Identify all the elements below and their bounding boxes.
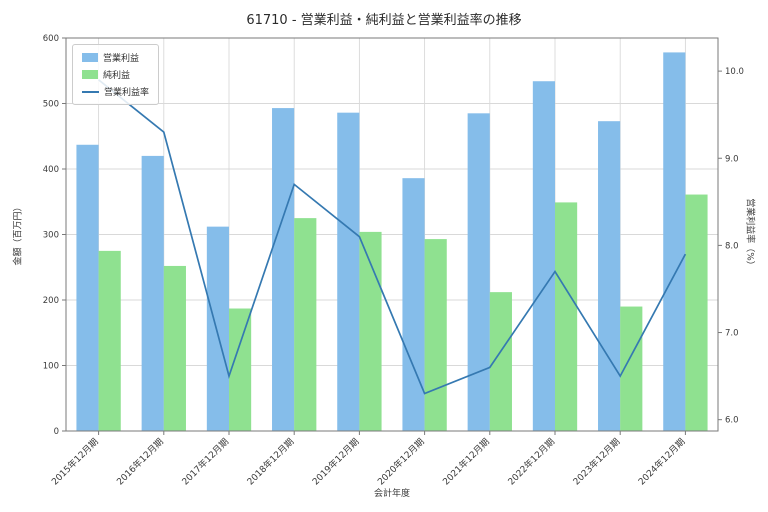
legend-swatch-operating-profit [82,53,98,62]
y-tick-label-left: 0 [54,427,59,437]
y-tick-label-left: 600 [43,34,59,44]
bar-series-0 [272,108,295,432]
y-tick-label-left: 300 [43,231,59,241]
bar-series-1 [229,308,252,431]
legend: 営業利益 純利益 営業利益率 [72,44,160,105]
y-tick-label-right: 9.0 [725,154,739,164]
legend-item-net-profit: 純利益 [82,68,149,81]
bar-series-1 [555,202,578,431]
x-tick-label: 2015年12月期 [49,436,101,488]
y-tick-label-right: 7.0 [725,329,739,339]
x-tick-label: 2021年12月期 [440,436,492,488]
bar-series-0 [663,52,686,431]
bar-series-1 [98,250,121,431]
x-tick-label: 2022年12月期 [505,436,557,488]
bar-series-0 [337,112,360,432]
bar-series-1 [294,218,317,431]
bar-series-1 [489,292,512,431]
legend-label-operating-profit: 営業利益 [103,54,140,64]
legend-swatch-operating-margin [82,90,99,93]
legend-label-operating-margin: 営業利益率 [104,88,150,98]
x-axis-label: 会計年度 [373,489,411,499]
legend-item-operating-profit: 営業利益 [82,51,149,64]
bar-series-0 [402,178,425,431]
line-series [98,79,687,395]
y-tick-label-right: 6.0 [725,416,739,426]
x-tick-label: 2017年12月期 [179,436,231,488]
bar-series-0 [598,121,621,431]
bar-series-0 [206,226,229,431]
bar-series-0 [141,155,164,431]
bar-series-1 [424,239,447,431]
legend-label-net-profit: 純利益 [103,71,131,81]
y-axis-label-right: 営業利益率（%） [744,198,755,270]
bar-series-0 [76,144,99,431]
x-tick-label: 2024年12月期 [636,436,688,488]
legend-item-operating-margin: 営業利益率 [82,85,149,98]
y-axis-label-left: 金額（百万円） [13,202,24,266]
bar-series-1 [163,265,186,431]
bar-series-0 [532,81,555,431]
y-tick-label-right: 10.0 [725,67,744,77]
chart-title: 61710 - 営業利益・純利益と営業利益率の推移 [246,13,522,28]
y-tick-label-left: 200 [43,296,59,306]
x-tick-label: 2019年12月期 [310,436,362,488]
x-tick-label: 2023年12月期 [570,436,622,488]
legend-swatch-net-profit [82,70,98,79]
x-tick-label: 2018年12月期 [244,436,296,488]
bar-series-1 [359,231,382,431]
y-tick-label-right: 8.0 [725,241,739,251]
bar-series-1 [620,306,643,431]
y-tick-label-left: 100 [43,362,59,372]
x-tick-label: 2016年12月期 [114,436,166,488]
x-tick-label: 2020年12月期 [375,436,427,488]
bar-series-1 [685,194,708,431]
bar-series-0 [467,113,490,431]
y-tick-label-left: 500 [43,100,59,110]
y-tick-label-left: 400 [43,165,59,175]
